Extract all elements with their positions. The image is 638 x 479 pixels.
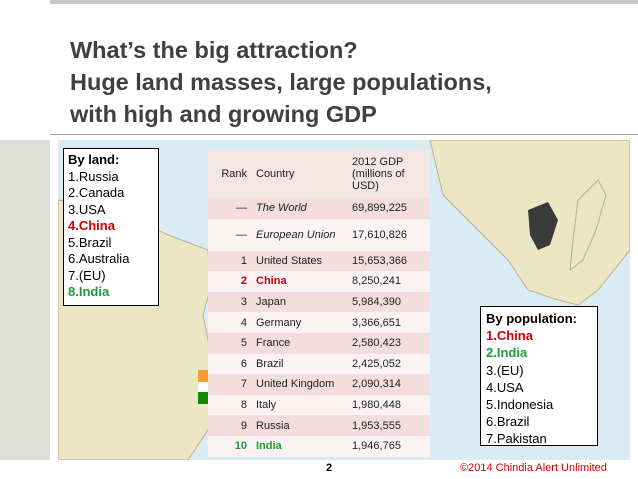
country-cell: United States — [253, 250, 349, 272]
table-row: 9 Russia 1,953,555 — [208, 415, 430, 436]
country-cell: Germany — [253, 312, 349, 333]
gdp-cell: 3,366,651 — [349, 312, 430, 333]
table-row: 1 United States 15,653,366 — [208, 250, 430, 272]
rank-cell: 8 — [208, 394, 253, 416]
by-land-box: By land: 1.Russia 2.Canada 3.USA 4.China… — [63, 148, 159, 306]
rank-cell: 4 — [208, 312, 253, 333]
land-item-2: 2.Canada — [68, 185, 125, 200]
title-line-2: Huge land masses, large populations, — [70, 69, 492, 95]
table-row: 6 Brazil 2,425,052 — [208, 353, 430, 375]
header-rank: Rank — [208, 150, 253, 198]
table-row: — European Union 17,610,826 — [208, 218, 430, 251]
table-row: — The World 69,899,225 — [208, 198, 430, 219]
by-land-heading: By land: — [68, 152, 120, 167]
table-row: 7 United Kingdom 2,090,314 — [208, 374, 430, 395]
header-country: Country — [253, 150, 349, 198]
title-divider — [50, 134, 638, 135]
country-cell: India — [253, 435, 349, 457]
gdp-table: Rank Country 2012 GDP (millions of USD) … — [208, 150, 430, 457]
country-cell: Russia — [253, 415, 349, 436]
slide-title: What’s the big attraction? Huge land mas… — [70, 34, 630, 130]
rank-cell: 9 — [208, 415, 253, 436]
land-item-5: 5.Brazil — [68, 234, 112, 250]
left-decorative-strip — [0, 140, 50, 460]
table-row: 2 China 8,250,241 — [208, 271, 430, 292]
country-cell: European Union — [253, 218, 349, 251]
land-item-3: 3.USA — [68, 201, 106, 217]
gdp-cell: 1,946,765 — [349, 435, 430, 457]
top-rule — [50, 0, 638, 4]
table-row: 3 Japan 5,984,390 — [208, 291, 430, 313]
land-item-6: 6.Australia — [68, 251, 130, 266]
gdp-cell: 8,250,241 — [349, 271, 430, 292]
rank-cell: 10 — [208, 435, 253, 457]
gdp-cell: 1,980,448 — [349, 394, 430, 416]
gdp-cell: 17,610,826 — [349, 218, 430, 251]
rank-cell: — — [208, 218, 253, 251]
gdp-cell: 2,580,423 — [349, 332, 430, 354]
rank-cell: 1 — [208, 250, 253, 272]
gdp-table-header: Rank Country 2012 GDP (millions of USD) — [208, 150, 430, 198]
land-item-8: 8.India — [68, 284, 110, 299]
page-number: 2 — [326, 462, 333, 474]
header-gdp: 2012 GDP (millions of USD) — [349, 150, 430, 198]
gdp-cell: 2,425,052 — [349, 353, 430, 375]
gdp-cell: 2,090,314 — [349, 374, 430, 395]
gdp-cell: 15,653,366 — [349, 250, 430, 272]
title-line-3: with high and growing GDP — [70, 101, 377, 127]
land-item-4: 4.China — [68, 218, 115, 233]
country-cell: Japan — [253, 291, 349, 313]
rank-cell: 2 — [208, 271, 253, 292]
country-cell: United Kingdom — [253, 374, 349, 395]
land-item-7: 7.(EU) — [68, 267, 106, 283]
gdp-cell: 69,899,225 — [349, 198, 430, 219]
rank-cell: 3 — [208, 291, 253, 313]
country-cell: Italy — [253, 394, 349, 416]
land-item-1: 1.Russia — [68, 168, 119, 184]
country-cell: Brazil — [253, 353, 349, 375]
population-item-6: 6.Brazil — [486, 414, 530, 430]
title-line-1: What’s the big attraction? — [70, 37, 358, 63]
country-cell: China — [253, 271, 349, 292]
rank-cell: 6 — [208, 353, 253, 375]
population-item-1: 1.China — [486, 328, 533, 344]
rank-cell: 7 — [208, 374, 253, 395]
table-row: 4 Germany 3,366,651 — [208, 312, 430, 333]
country-cell: The World — [253, 198, 349, 219]
population-item-4: 4.USA — [486, 379, 524, 395]
gdp-cell: 5,984,390 — [349, 291, 430, 313]
country-cell: France — [253, 332, 349, 354]
rank-cell: — — [208, 198, 253, 219]
by-population-heading: By population: — [486, 311, 577, 326]
population-item-3: 3.(EU) — [486, 362, 524, 378]
rank-cell: 5 — [208, 332, 253, 354]
gdp-cell: 1,953,555 — [349, 415, 430, 436]
population-item-2: 2.India — [486, 345, 528, 361]
table-row: 5 France 2,580,423 — [208, 332, 430, 354]
population-item-5: 5.Indonesia — [486, 397, 554, 413]
table-row: 8 Italy 1,980,448 — [208, 394, 430, 416]
copyright-notice: ©2014 Chindia Alert Unlimited — [460, 462, 607, 474]
population-item-7: 7.Pakistan — [486, 431, 547, 447]
by-population-box: By population: 1.China 2.India 3.(EU) 4.… — [480, 306, 598, 446]
table-row: 10 India 1,946,765 — [208, 435, 430, 457]
